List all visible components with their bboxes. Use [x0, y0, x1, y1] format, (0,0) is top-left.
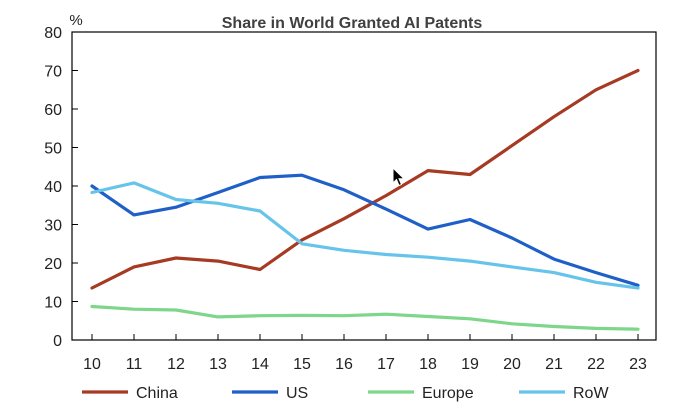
x-tick-label: 12	[167, 356, 185, 373]
x-tick-label: 16	[335, 356, 353, 373]
x-axis: 10 11 12 13 14 15 16 17 18 19 20 21 22 23	[83, 334, 647, 373]
x-tick-label: 19	[461, 356, 479, 373]
series-lines	[90, 68, 640, 331]
legend: China US Europe RoW	[82, 385, 609, 402]
y-tick-label: 80	[44, 25, 62, 42]
series-line-row	[90, 181, 640, 290]
x-tick-label: 17	[377, 356, 395, 373]
series-line-china	[90, 68, 640, 290]
legend-label-europe: Europe	[422, 385, 474, 402]
y-tick-label: 60	[44, 102, 62, 119]
plot-area-border	[71, 31, 657, 341]
x-tick-label: 22	[587, 356, 605, 373]
x-tick-label: 21	[545, 356, 563, 373]
chart-title: Share in World Granted AI Patents	[222, 15, 483, 32]
x-tick-label: 20	[503, 356, 521, 373]
series-line-us	[90, 173, 640, 287]
y-axis: 0 10 20 30 40 50 60 70 80	[44, 25, 78, 350]
y-tick-label: 0	[53, 333, 62, 350]
series-line-europe	[90, 304, 640, 331]
y-tick-label: 40	[44, 179, 62, 196]
legend-label-row: RoW	[573, 385, 609, 402]
legend-label-china: China	[136, 385, 178, 402]
legend-label-us: US	[286, 385, 308, 402]
x-tick-label: 15	[293, 356, 311, 373]
y-tick-label: 20	[44, 256, 62, 273]
mouse-cursor-icon	[392, 167, 406, 187]
x-tick-label: 23	[629, 356, 647, 373]
x-tick-label: 13	[209, 356, 227, 373]
x-tick-label: 14	[251, 356, 269, 373]
y-tick-label: 50	[44, 141, 62, 158]
y-tick-label: 70	[44, 64, 62, 81]
x-tick-label: 11	[126, 356, 143, 373]
y-tick-label: 10	[44, 295, 62, 312]
y-tick-label: 30	[44, 218, 62, 235]
x-tick-label: 18	[419, 356, 437, 373]
x-tick-label: 10	[83, 356, 101, 373]
y-axis-unit-label: %	[69, 12, 82, 29]
